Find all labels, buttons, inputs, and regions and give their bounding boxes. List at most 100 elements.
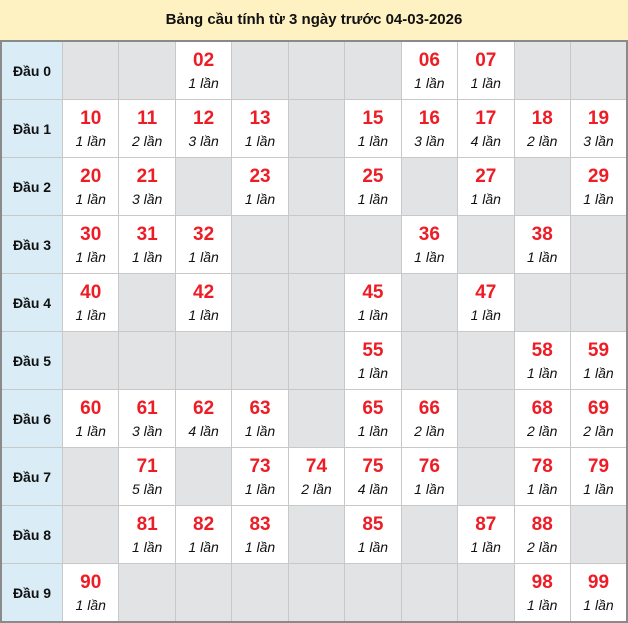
occurrence-count: 1 lần bbox=[75, 190, 106, 207]
empty-cell bbox=[118, 273, 176, 332]
occurrence-count: 3 lần bbox=[188, 132, 219, 149]
lottery-number: 12 bbox=[193, 107, 215, 129]
occurrence-count: 4 lần bbox=[188, 422, 219, 439]
empty-cell bbox=[231, 563, 289, 623]
lottery-number: 88 bbox=[531, 513, 553, 535]
lottery-number: 42 bbox=[193, 281, 215, 303]
number-cell: 76 1 lần bbox=[400, 447, 459, 506]
occurrence-count: 1 lần bbox=[470, 74, 501, 91]
occurrence-count: 3 lần bbox=[414, 132, 445, 149]
number-cell: 65 1 lần bbox=[344, 389, 402, 448]
lottery-number: 90 bbox=[80, 571, 102, 593]
empty-cell bbox=[569, 40, 628, 100]
number-cell: 06 1 lần bbox=[400, 40, 459, 100]
row-label: Đầu 4 bbox=[0, 273, 63, 332]
occurrence-count: 1 lần bbox=[414, 74, 445, 91]
occurrence-count: 3 lần bbox=[131, 422, 163, 439]
number-cell: 62 4 lần bbox=[174, 389, 233, 448]
lottery-number: 25 bbox=[362, 165, 384, 187]
occurrence-count: 1 lần bbox=[357, 306, 389, 323]
number-cell: 18 2 lần bbox=[513, 99, 571, 158]
empty-cell bbox=[287, 389, 346, 448]
lottery-number: 98 bbox=[531, 571, 553, 593]
number-cell: 38 1 lần bbox=[513, 215, 571, 274]
number-cell: 10 1 lần bbox=[61, 99, 120, 158]
row-label: Đầu 2 bbox=[0, 157, 63, 216]
occurrence-count: 3 lần bbox=[131, 190, 163, 207]
empty-cell bbox=[569, 505, 628, 564]
number-cell: 02 1 lần bbox=[174, 40, 233, 100]
table-row: Đầu 4 40 1 lần 42 1 lần 45 1 lần 47 1 lần bbox=[0, 273, 628, 332]
lottery-number: 38 bbox=[531, 223, 553, 245]
lottery-number: 16 bbox=[418, 107, 440, 129]
empty-cell bbox=[287, 273, 346, 332]
lottery-number: 68 bbox=[531, 397, 553, 419]
occurrence-count: 2 lần bbox=[527, 132, 558, 149]
number-cell: 29 1 lần bbox=[569, 157, 628, 216]
empty-cell bbox=[457, 447, 515, 506]
table-row: Đầu 5 55 1 lần 58 1 lần 59 1 lần bbox=[0, 331, 628, 390]
empty-cell bbox=[400, 157, 459, 216]
empty-cell bbox=[231, 331, 289, 390]
number-cell: 87 1 lần bbox=[457, 505, 515, 564]
empty-cell bbox=[287, 99, 346, 158]
empty-cell bbox=[400, 563, 459, 623]
lottery-number: 74 bbox=[305, 455, 328, 477]
number-cell: 68 2 lần bbox=[513, 389, 571, 448]
occurrence-count: 1 lần bbox=[75, 306, 106, 323]
lottery-number: 85 bbox=[362, 513, 384, 535]
row-label: Đầu 5 bbox=[0, 331, 63, 390]
lottery-number: 58 bbox=[531, 339, 553, 361]
number-cell: 55 1 lần bbox=[344, 331, 402, 390]
occurrence-count: 1 lần bbox=[470, 190, 501, 207]
occurrence-count: 1 lần bbox=[75, 248, 106, 265]
occurrence-count: 3 lần bbox=[583, 132, 614, 149]
empty-cell bbox=[287, 505, 346, 564]
lottery-number: 76 bbox=[418, 455, 440, 477]
lottery-number: 18 bbox=[531, 107, 553, 129]
lottery-number: 69 bbox=[587, 397, 610, 419]
number-cell: 40 1 lần bbox=[61, 273, 120, 332]
number-cell: 07 1 lần bbox=[457, 40, 515, 100]
empty-cell bbox=[287, 215, 346, 274]
empty-cell bbox=[569, 215, 628, 274]
occurrence-count: 1 lần bbox=[583, 596, 614, 613]
empty-cell bbox=[61, 331, 120, 390]
number-cell: 16 3 lần bbox=[400, 99, 459, 158]
lottery-number: 06 bbox=[418, 49, 440, 71]
table-row: Đầu 6 60 1 lần 61 3 lần 62 4 lần 63 1 lần 65 1 lần… bbox=[0, 389, 628, 448]
occurrence-count: 1 lần bbox=[414, 480, 445, 497]
number-cell: 25 1 lần bbox=[344, 157, 402, 216]
number-cell: 85 1 lần bbox=[344, 505, 402, 564]
empty-cell bbox=[231, 273, 289, 332]
occurrence-count: 5 lần bbox=[131, 480, 163, 497]
row-label: Đầu 1 bbox=[0, 99, 63, 158]
table-row: Đầu 8 81 1 lần 82 1 lần 83 1 lần 85 1 lần 87 1 lần… bbox=[0, 505, 628, 564]
number-cell: 88 2 lần bbox=[513, 505, 571, 564]
occurrence-count: 1 lần bbox=[75, 132, 106, 149]
number-cell: 45 1 lần bbox=[344, 273, 402, 332]
lottery-number: 02 bbox=[193, 49, 215, 71]
occurrence-count: 1 lần bbox=[188, 538, 219, 555]
row-label: Đầu 6 bbox=[0, 389, 63, 448]
occurrence-count: 2 lần bbox=[414, 422, 445, 439]
number-cell: 23 1 lần bbox=[231, 157, 289, 216]
occurrence-count: 1 lần bbox=[244, 132, 276, 149]
row-label: Đầu 0 bbox=[0, 40, 63, 100]
occurrence-count: 4 lần bbox=[470, 132, 501, 149]
occurrence-count: 1 lần bbox=[131, 248, 163, 265]
empty-cell bbox=[174, 447, 233, 506]
lottery-number: 40 bbox=[80, 281, 102, 303]
empty-cell bbox=[457, 389, 515, 448]
lottery-number: 82 bbox=[193, 513, 215, 535]
number-cell: 78 1 lần bbox=[513, 447, 571, 506]
number-cell: 75 4 lần bbox=[344, 447, 402, 506]
lottery-number: 87 bbox=[475, 513, 497, 535]
occurrence-count: 1 lần bbox=[527, 364, 558, 381]
lottery-number: 78 bbox=[531, 455, 553, 477]
row-label: Đầu 7 bbox=[0, 447, 63, 506]
lottery-number: 45 bbox=[362, 281, 384, 303]
lottery-number: 13 bbox=[249, 107, 271, 129]
occurrence-count: 1 lần bbox=[357, 364, 389, 381]
empty-cell bbox=[61, 505, 120, 564]
